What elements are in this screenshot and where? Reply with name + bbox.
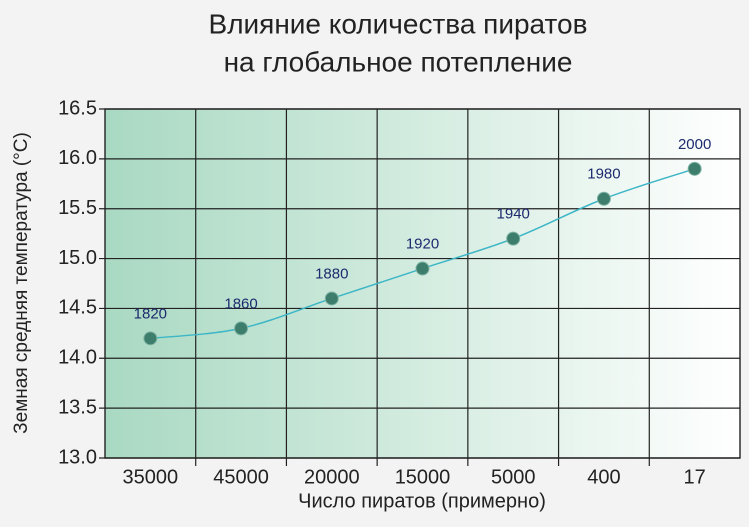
data-point [234, 321, 249, 336]
x-tick-label: 17 [684, 466, 706, 488]
y-axis-label: Земная средняя температура (°C) [11, 132, 32, 434]
point-label: 1980 [587, 166, 620, 183]
chart-title: на глобальное потепление [224, 46, 573, 77]
x-tick-label: 20000 [304, 466, 360, 488]
y-tick-label: 13.0 [58, 446, 97, 468]
x-tick-label: 5000 [491, 466, 536, 488]
plot-border [104, 108, 741, 459]
point-label: 1920 [406, 236, 439, 253]
data-point [324, 291, 339, 306]
y-tick-label: 16.5 [58, 97, 97, 119]
point-label: 1940 [497, 206, 530, 223]
y-tick-label: 13.5 [58, 396, 97, 418]
y-tick-label: 14.0 [58, 347, 97, 369]
y-tick-label: 15.0 [58, 247, 97, 269]
x-tick-label: 15000 [395, 466, 451, 488]
point-label: 1820 [134, 305, 167, 322]
data-point [687, 161, 702, 176]
point-label: 1860 [224, 295, 257, 312]
data-point [415, 261, 430, 276]
x-tick-label: 400 [587, 466, 620, 488]
x-axis-label: Число пиратов (примерно) [298, 490, 546, 512]
point-label: 2000 [678, 136, 711, 153]
data-point [143, 331, 158, 346]
y-tick-label: 14.5 [58, 297, 97, 319]
y-tick-label: 16.0 [58, 147, 97, 169]
y-tick-label: 15.5 [58, 197, 97, 219]
point-label: 1880 [315, 265, 348, 282]
chart-title: Влияние количества пиратов [209, 8, 588, 39]
x-tick-label: 45000 [213, 466, 269, 488]
data-point [596, 191, 611, 206]
plot-area [105, 109, 740, 458]
x-tick-label: 35000 [123, 466, 179, 488]
data-point [506, 231, 521, 246]
